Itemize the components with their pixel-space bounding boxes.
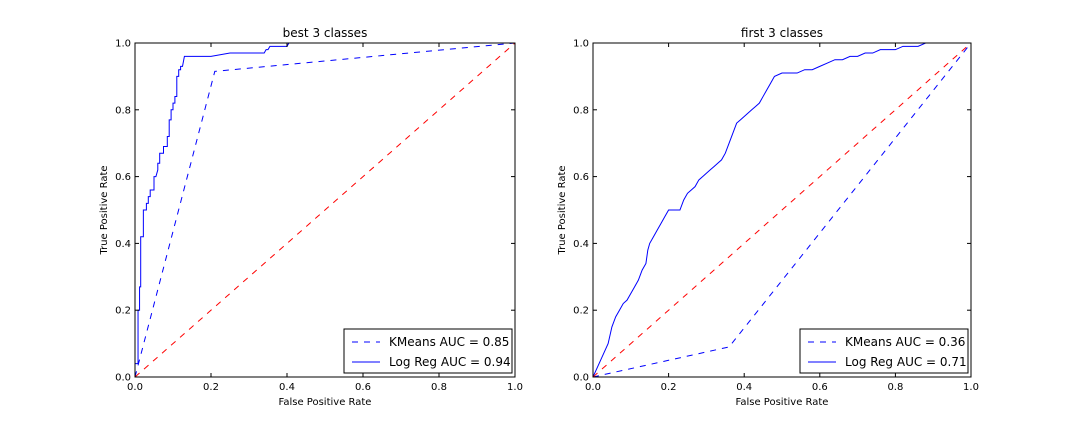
y-tick-label: 0.0 bbox=[573, 373, 589, 384]
x-tick-label: 0.4 bbox=[736, 382, 752, 393]
chart-title: first 3 classes bbox=[741, 26, 823, 40]
x-tick-label: 0.0 bbox=[127, 382, 143, 393]
y-tick-label: 1.0 bbox=[573, 39, 589, 50]
x-axis-label: False Positive Rate bbox=[736, 397, 829, 408]
chart-first-3-classes: first 3 classes False Positive Rate True… bbox=[557, 26, 979, 408]
chart-title: best 3 classes bbox=[283, 26, 368, 40]
legend-label: Log Reg AUC = 0.94 bbox=[389, 355, 511, 369]
series-lines bbox=[135, 43, 515, 377]
y-tick-label: 0.4 bbox=[573, 239, 589, 250]
legend: KMeans AUC = 0.36 Log Reg AUC = 0.71 bbox=[799, 328, 969, 374]
legend-box bbox=[343, 328, 513, 374]
y-tick-label: 0.4 bbox=[115, 239, 131, 250]
plot-frame bbox=[134, 42, 516, 378]
y-tick-label: 0.2 bbox=[573, 306, 589, 317]
logreg-roc-line bbox=[135, 43, 515, 377]
y-tick-label: 0.6 bbox=[573, 172, 589, 183]
legend-label: Log Reg AUC = 0.71 bbox=[845, 355, 967, 369]
x-tick-label: 0.2 bbox=[661, 382, 677, 393]
x-tick-label: 0.6 bbox=[812, 382, 828, 393]
y-axis-label: True Positive Rate bbox=[557, 165, 568, 255]
series-lines bbox=[593, 43, 971, 377]
legend-box bbox=[799, 328, 969, 374]
y-tick-label: 1.0 bbox=[115, 39, 131, 50]
chance-diagonal-line bbox=[593, 43, 971, 377]
kmeans-roc-line bbox=[593, 43, 971, 377]
legend: KMeans AUC = 0.85 Log Reg AUC = 0.94 bbox=[343, 328, 513, 374]
legend-label: KMeans AUC = 0.85 bbox=[389, 335, 509, 349]
logreg-roc-line bbox=[593, 43, 971, 377]
y-tick-label: 0.0 bbox=[115, 373, 131, 384]
y-axis-label: True Positive Rate bbox=[99, 165, 110, 255]
plot-frame bbox=[592, 42, 972, 378]
x-tick-label: 0.6 bbox=[355, 382, 371, 393]
x-tick-label: 0.0 bbox=[585, 382, 601, 393]
x-axis-label: False Positive Rate bbox=[279, 397, 372, 408]
x-tick-label: 0.2 bbox=[203, 382, 219, 393]
y-tick-label: 0.8 bbox=[115, 105, 131, 116]
kmeans-roc-line bbox=[135, 43, 515, 377]
chart-best-3-classes: best 3 classes False Positive Rate True … bbox=[99, 26, 523, 408]
y-tick-label: 0.6 bbox=[115, 172, 131, 183]
y-tick-label: 0.2 bbox=[115, 306, 131, 317]
legend-label: KMeans AUC = 0.36 bbox=[845, 335, 965, 349]
x-tick-label: 0.4 bbox=[279, 382, 295, 393]
chance-diagonal-line bbox=[135, 43, 515, 377]
x-tick-label: 1.0 bbox=[507, 382, 523, 393]
x-tick-label: 0.8 bbox=[431, 382, 447, 393]
x-tick-label: 1.0 bbox=[963, 382, 979, 393]
y-tick-label: 0.8 bbox=[573, 105, 589, 116]
x-tick-label: 0.8 bbox=[887, 382, 903, 393]
